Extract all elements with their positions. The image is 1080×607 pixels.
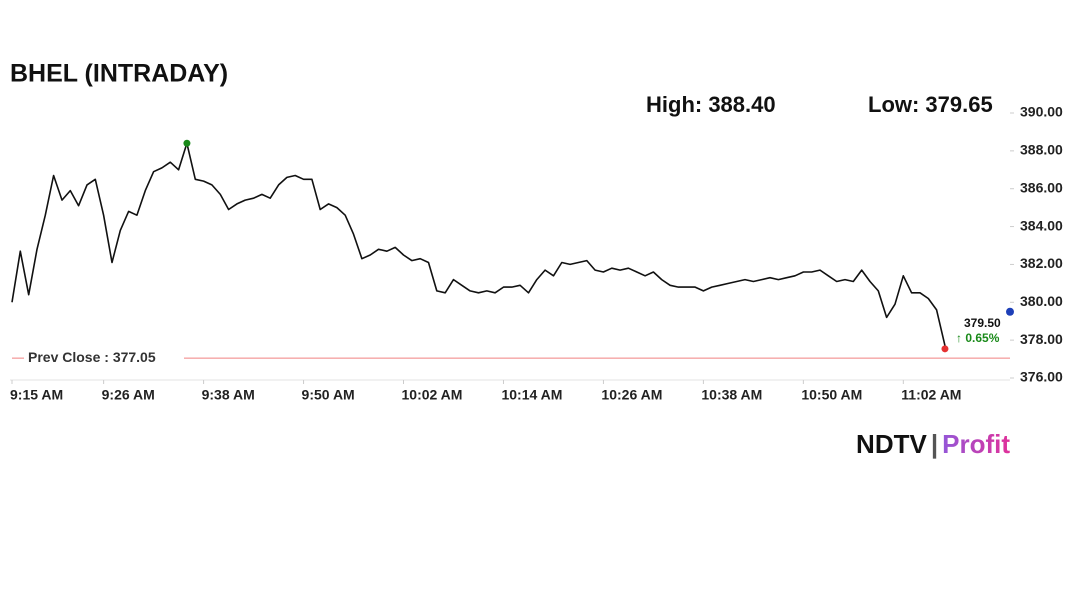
y-tick-label: 380.00 [1020,293,1063,309]
last-price-label: 379.50 [964,316,1001,330]
y-tick-label: 376.00 [1020,369,1063,385]
x-tick-label: 9:15 AM [10,387,63,403]
y-tick-label: 390.00 [1020,104,1063,120]
x-tick-label: 9:26 AM [102,387,155,403]
y-tick-label: 378.00 [1020,331,1063,347]
high-label: High: 388.40 [646,92,776,117]
y-tick-label: 386.00 [1020,179,1063,195]
x-tick-label: 10:02 AM [402,387,463,403]
x-tick-label: 9:50 AM [302,387,355,403]
x-tick-label: 10:50 AM [801,387,862,403]
last-price-marker [1006,307,1014,316]
y-tick-label: 384.00 [1020,217,1063,233]
low-label: Low: 379.65 [868,92,993,117]
x-tick-label: 10:14 AM [501,387,562,403]
x-tick-label: 10:38 AM [701,387,762,403]
chart-title: BHEL (INTRADAY) [10,60,228,88]
x-tick-label: 9:38 AM [202,387,255,403]
logo-product: Profit [942,429,1010,459]
price-line [11,142,946,346]
logo: NDTV | Profit [856,429,1010,459]
y-tick-label: 382.00 [1020,255,1063,271]
prev-close-label: Prev Close : 377.05 [28,349,156,365]
logo-brand: NDTV [856,429,927,459]
x-tick-label: 11:02 AM [901,387,961,403]
high-marker [183,139,191,147]
prev-close-bg [24,348,184,369]
y-tick-label: 388.00 [1020,142,1063,158]
last-marker [941,345,949,353]
change-label: ↑ 0.65% [956,331,1000,345]
x-tick-label: 10:26 AM [601,387,662,403]
